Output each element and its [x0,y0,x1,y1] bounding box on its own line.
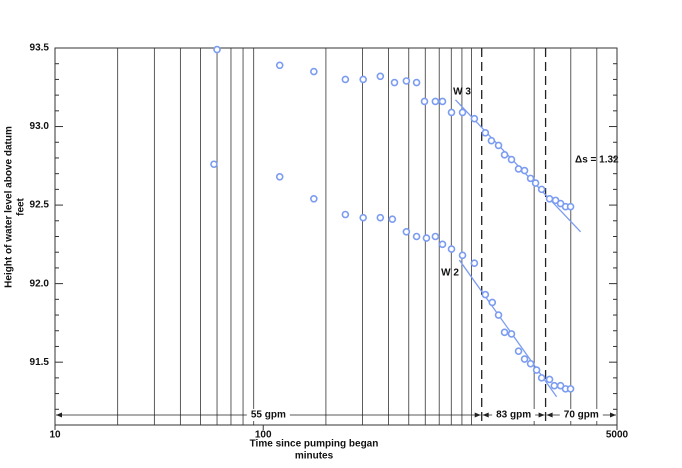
y-tick-label: 92.0 [30,278,50,289]
y-tick-label: 91.5 [30,357,50,368]
x-tick-label: 10 [49,430,61,441]
data-point [402,77,411,85]
data-point [458,251,467,260]
data-point [458,108,467,117]
label-background [492,409,536,421]
period-label: 83 gpm [496,410,531,421]
data-point [494,311,503,319]
data-point [431,97,440,106]
y-tick-label: 92.5 [30,200,50,211]
data-point [310,67,318,76]
data-point [532,366,541,374]
data-point [526,174,535,183]
x-axis-label: Time since pumping began [250,439,379,450]
data-point [438,240,447,249]
data-point [359,213,367,222]
plot-frame [54,47,618,426]
data-point [470,259,479,268]
data-point [566,202,575,211]
data-point [376,72,385,81]
data-point [210,160,218,169]
data-point [531,179,540,187]
data-point [438,97,447,106]
data-point [390,78,399,87]
x-tick-label: 5000 [606,430,629,441]
period-label: 55 gpm [251,410,286,421]
data-point [447,245,456,253]
data-point [507,155,516,164]
x-tick-label: 100 [255,430,272,441]
data-point [402,227,411,236]
data-point [420,97,429,106]
data-point [275,61,284,70]
data-point [545,195,554,203]
data-point [275,173,284,181]
data-point [500,328,509,337]
data-point [310,195,318,203]
data-point [500,151,509,159]
data-point [507,330,516,338]
y-axis-units: feet [16,197,27,215]
label-background [559,409,603,421]
data-point [566,385,575,393]
period-label: 70 gpm [564,410,599,421]
x-axis-units: minutes [295,451,334,462]
data-point [447,108,456,117]
data-point [520,166,529,175]
series-label: W 3 [453,87,471,98]
data-point [470,114,479,123]
data-point [422,234,431,242]
data-point [359,75,367,84]
data-point [487,136,496,145]
data-point [537,185,546,194]
data-point [520,355,529,363]
data-point [341,210,350,219]
data-point [388,215,397,224]
label-background [246,409,290,421]
trend-line [458,259,558,398]
data-point [494,141,503,150]
data-point [537,374,546,382]
data-point [341,75,350,84]
data-point [431,232,440,241]
y-tick-label: 93.0 [30,121,50,132]
data-point [481,290,490,299]
y-axis-label: Height of water level above datum [4,126,15,288]
data-point [526,359,535,368]
data-point [545,375,554,384]
data-point [514,347,523,355]
series-label: W 2 [441,268,459,279]
data-point [550,381,559,390]
data-point [514,165,523,173]
data-point [412,232,421,241]
y-tick-label: 93.5 [30,43,50,54]
data-point [412,78,421,87]
data-point [376,213,385,222]
data-point [481,129,490,137]
data-point [488,298,497,307]
data-point [213,45,221,54]
